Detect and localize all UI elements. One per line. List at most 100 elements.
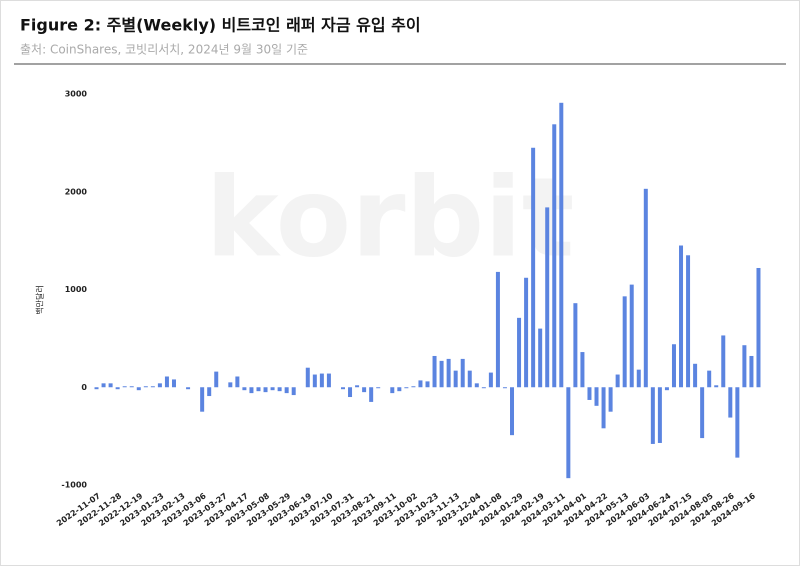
bar [397,387,402,392]
bar [545,207,550,388]
bar [573,303,578,388]
y-tick-label: 1000 [65,285,88,294]
bar [263,387,268,393]
bar [735,387,740,458]
bar [214,371,219,388]
y-tick-label: 3000 [65,90,88,99]
bar [728,387,733,418]
bar [157,383,162,388]
bar [749,355,754,388]
bar [742,345,747,388]
bar [228,382,233,388]
bar [418,380,423,388]
bar [636,369,641,388]
bar [136,387,141,391]
bar [481,387,486,389]
chart-subtitle: 출처: CoinShares, 코빗리서치, 2024년 9월 30일 기준 [20,43,308,57]
y-axis-label: 백만달러 [35,285,45,314]
bar [721,335,726,388]
bar [580,352,585,388]
bar [101,383,106,388]
bar [256,387,261,392]
bar [326,373,331,388]
bar [601,387,606,429]
y-tick-label: -1000 [61,481,87,490]
bar [488,372,493,388]
bar [439,360,444,388]
bar [122,386,127,388]
bar [164,376,169,388]
bar [108,383,113,388]
bar [608,387,613,412]
bar [235,376,240,388]
bar [531,147,536,388]
bar [615,374,620,388]
bar [312,374,317,388]
bar [587,387,592,400]
bar [524,277,529,388]
watermark: korbit [205,153,574,281]
bar [284,387,289,394]
bar [559,102,564,388]
bar [129,386,134,388]
y-tick-label: 0 [81,383,87,392]
bar [94,387,99,390]
bar [115,387,120,390]
bar [200,387,205,412]
bar [700,387,705,439]
bar [664,387,669,391]
bar [249,387,254,394]
bar [517,317,522,388]
bar [277,387,282,392]
bar [629,284,634,388]
bar [432,355,437,388]
bar [495,271,500,388]
bar [340,387,345,390]
bar [707,370,712,388]
bar [643,188,648,388]
bar [686,255,691,388]
bar [756,267,761,388]
bar [348,387,353,398]
bar [679,245,684,388]
bar [143,386,148,388]
bar [594,387,599,406]
bar [319,373,324,388]
bar [453,370,458,388]
bar [425,381,430,388]
bar [242,387,247,391]
bar [362,387,367,393]
chart-title: Figure 2: 주별(Weekly) 비트코인 래퍼 자금 유입 추이 [20,16,421,35]
bar [622,296,627,388]
bar [446,358,451,388]
bar [171,379,176,388]
bar [460,358,465,388]
bar [369,387,374,402]
bar [671,344,676,388]
y-tick-label: 2000 [65,187,88,196]
bar [270,387,275,391]
bar [355,385,360,388]
bar [693,363,698,388]
bar [538,328,543,388]
bar [510,387,515,436]
bar [186,387,191,390]
bar [291,387,296,396]
bar [552,124,557,388]
bar [474,383,479,388]
bar [411,386,416,388]
bar [390,387,395,394]
bar [502,387,507,389]
bar [467,370,472,388]
bar [305,367,310,388]
bar [404,387,409,389]
bar [376,387,381,389]
bar [714,385,719,388]
bar [207,387,212,397]
bar [657,387,662,443]
bar [150,386,155,388]
bar [566,387,571,479]
bar [650,387,655,444]
